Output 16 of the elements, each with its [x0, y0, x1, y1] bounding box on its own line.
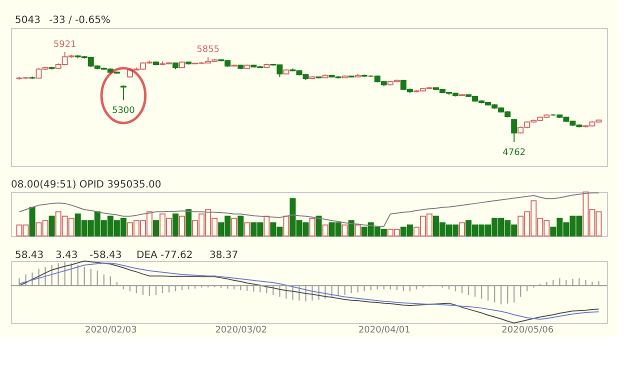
annotation: -58.43: [90, 250, 122, 261]
annotation: 58.43: [15, 250, 44, 261]
x-tick-label: 2020/04/01: [358, 326, 410, 336]
x-tick-label: 2020/03/02: [215, 326, 268, 336]
annotation: 5921: [53, 40, 76, 50]
annotation: 5300: [112, 106, 136, 116]
text: 5043: [15, 15, 40, 26]
chart-subtitle: 08.00(49:51) OPID 395035.00: [11, 180, 162, 190]
annotation: 3.43: [56, 250, 78, 261]
annotation: DEA -77.62: [136, 250, 193, 261]
text: -33 / -0.65%: [49, 15, 110, 26]
annotation: 38.37: [210, 250, 238, 261]
x-tick-label: 2020/02/03: [84, 326, 137, 336]
annotation: 4762: [502, 148, 526, 158]
annotation: 5855: [196, 45, 220, 56]
x-tick-label: 2020/05/06: [502, 326, 554, 336]
